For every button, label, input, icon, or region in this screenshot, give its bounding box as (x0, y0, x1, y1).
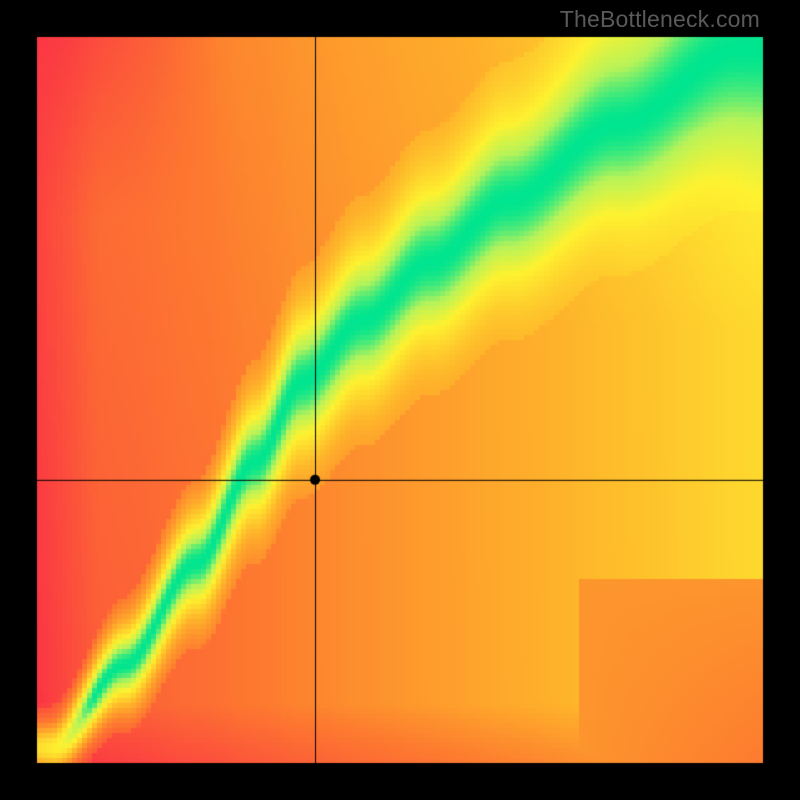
watermark-text: TheBottleneck.com (560, 6, 760, 33)
heatmap-canvas (0, 0, 800, 800)
chart-container: TheBottleneck.com (0, 0, 800, 800)
